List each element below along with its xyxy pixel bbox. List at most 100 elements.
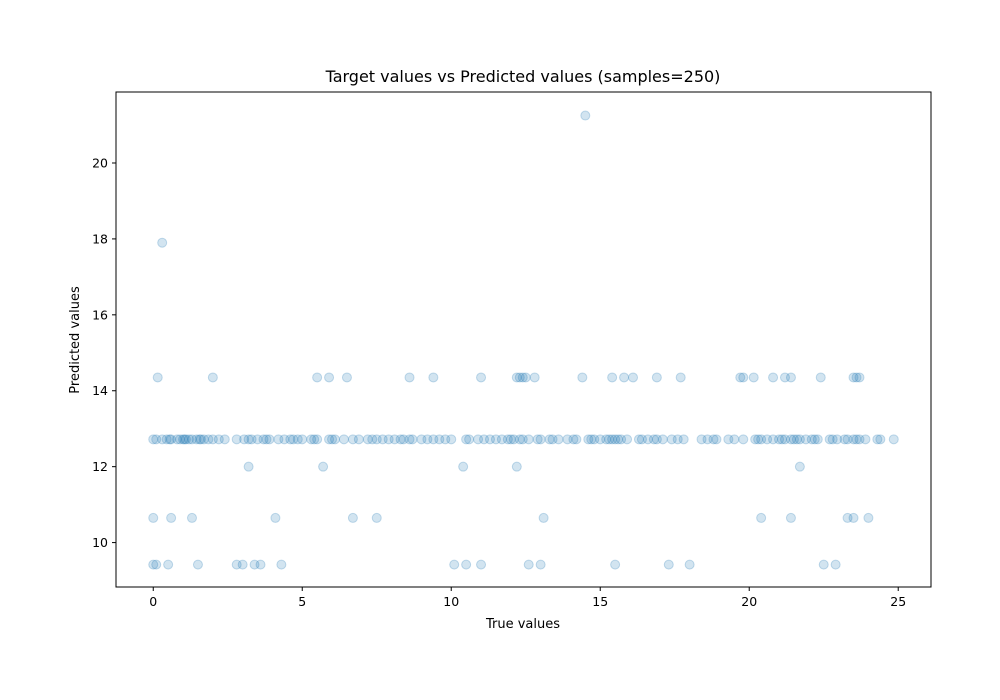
y-tick-label: 20 — [92, 155, 108, 170]
data-point — [157, 434, 168, 445]
data-point — [179, 434, 190, 445]
data-point — [279, 434, 290, 445]
data-point — [479, 434, 490, 445]
data-point — [476, 372, 487, 383]
data-point — [508, 434, 519, 445]
y-tick-label: 10 — [92, 535, 108, 550]
data-point — [511, 372, 522, 383]
data-point — [194, 434, 205, 445]
data-point — [163, 559, 174, 570]
data-point — [395, 434, 406, 445]
data-point — [273, 434, 284, 445]
y-tick-label: 18 — [92, 231, 108, 246]
data-point — [762, 434, 773, 445]
data-point — [577, 372, 588, 383]
y-axis: 10 12 14 16 18 20 — [92, 155, 116, 550]
data-point — [353, 434, 364, 445]
data-point — [258, 434, 269, 445]
data-point — [768, 434, 779, 445]
data-point — [341, 372, 352, 383]
data-point — [785, 434, 796, 445]
data-point — [324, 372, 335, 383]
data-point — [198, 434, 209, 445]
data-point — [520, 372, 531, 383]
data-point — [213, 434, 224, 445]
data-point — [616, 434, 627, 445]
plot-frame — [115, 91, 932, 588]
data-point — [794, 461, 805, 472]
data-point — [473, 434, 484, 445]
data-point — [276, 559, 287, 570]
data-point — [195, 434, 206, 445]
data-point — [663, 559, 674, 570]
data-point — [476, 559, 487, 570]
data-point — [181, 434, 192, 445]
data-point — [449, 559, 460, 570]
data-point — [571, 434, 582, 445]
data-point — [514, 372, 525, 383]
data-point — [148, 434, 159, 445]
data-point — [148, 559, 159, 570]
data-point — [461, 434, 472, 445]
data-point — [779, 372, 790, 383]
chart-title: Target values vs Predicted values (sampl… — [325, 67, 721, 86]
data-point — [848, 372, 859, 383]
data-point — [824, 434, 835, 445]
data-point — [440, 434, 451, 445]
data-point — [186, 512, 197, 523]
data-point — [371, 434, 382, 445]
data-point — [872, 434, 883, 445]
data-point — [511, 461, 522, 472]
data-point — [292, 434, 303, 445]
data-point — [249, 559, 260, 570]
x-tick-label: 20 — [741, 594, 757, 609]
data-point — [175, 434, 186, 445]
data-point — [178, 434, 189, 445]
data-point — [601, 434, 612, 445]
data-point — [416, 434, 427, 445]
x-axis-label: True values — [485, 617, 560, 632]
data-point — [842, 512, 853, 523]
data-point — [490, 434, 501, 445]
y-tick-label: 16 — [92, 307, 108, 322]
data-point — [651, 434, 662, 445]
data-point — [753, 434, 764, 445]
data-point — [535, 559, 546, 570]
y-tick-label: 12 — [92, 459, 108, 474]
data-point — [502, 434, 513, 445]
data-point — [860, 434, 871, 445]
data-point — [610, 559, 621, 570]
data-point — [514, 434, 525, 445]
data-point — [535, 434, 546, 445]
data-point — [812, 434, 823, 445]
data-point — [446, 434, 457, 445]
data-point — [288, 434, 299, 445]
data-point — [806, 434, 817, 445]
data-point — [777, 434, 788, 445]
data-point — [633, 434, 644, 445]
data-point — [636, 434, 647, 445]
data-points — [148, 110, 899, 570]
data-point — [252, 434, 263, 445]
data-point — [338, 434, 349, 445]
data-point — [815, 372, 826, 383]
data-point — [161, 434, 172, 445]
data-point — [785, 372, 796, 383]
data-point — [832, 434, 843, 445]
data-point — [261, 434, 272, 445]
x-axis: 0 5 10 15 20 25 — [149, 587, 906, 609]
data-point — [729, 434, 740, 445]
data-point — [255, 559, 266, 570]
data-point — [854, 372, 865, 383]
data-point — [791, 434, 802, 445]
data-point — [172, 434, 183, 445]
data-point — [595, 434, 606, 445]
data-point — [851, 372, 862, 383]
data-point — [788, 434, 799, 445]
data-point — [312, 434, 323, 445]
data-point — [404, 372, 415, 383]
data-point — [157, 237, 168, 248]
data-point — [547, 434, 558, 445]
data-point — [750, 434, 761, 445]
